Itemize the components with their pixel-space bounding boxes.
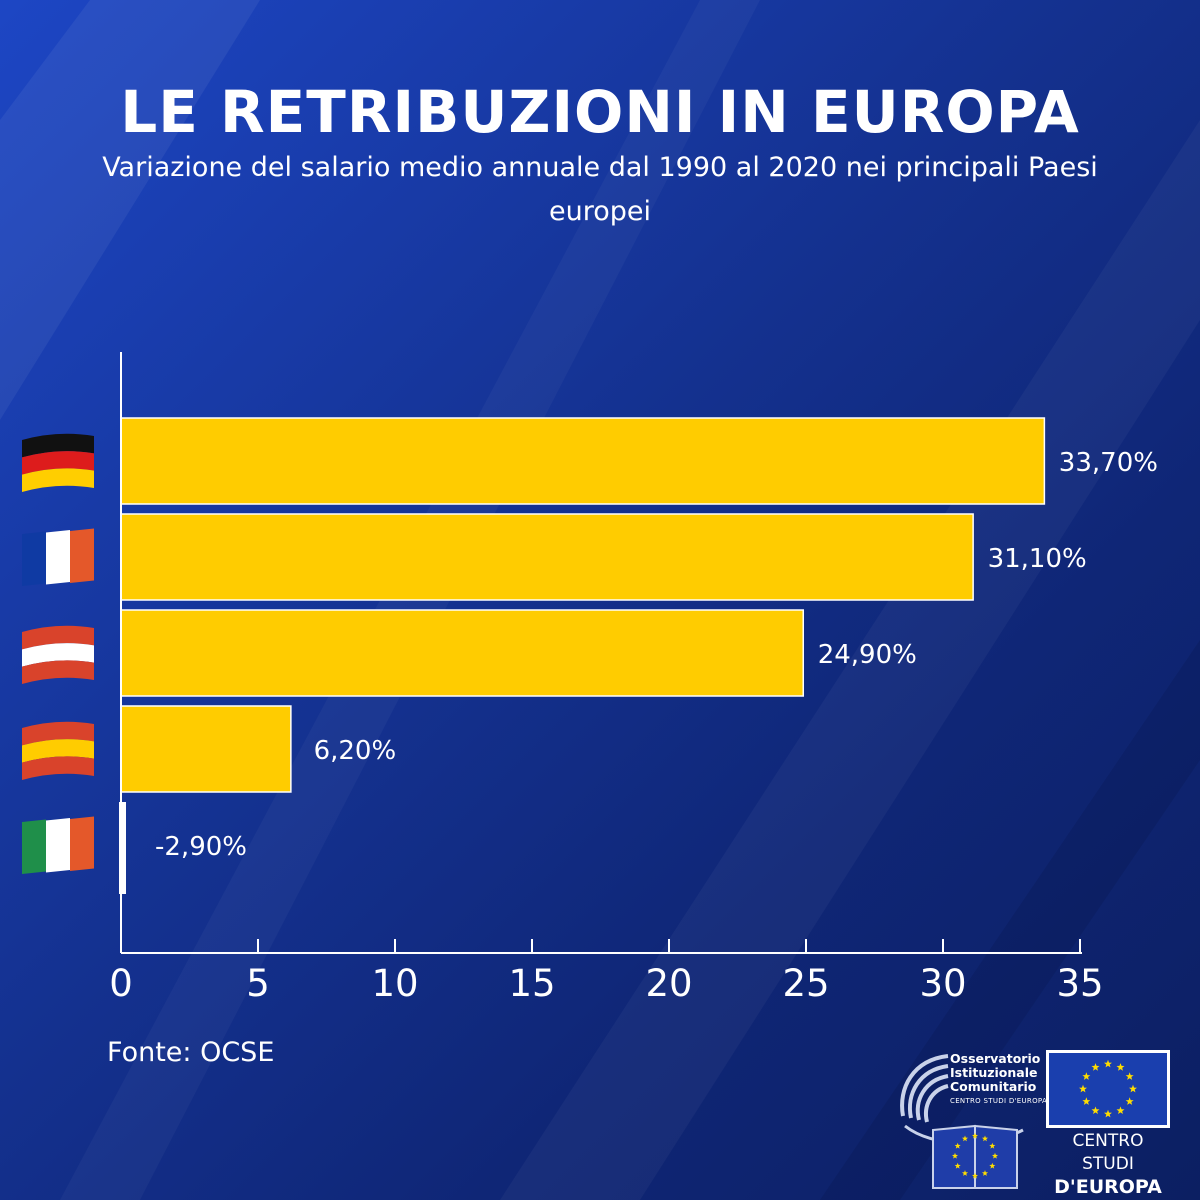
oic-subline: CENTRO STUDI D'EUROPA <box>950 1097 1048 1105</box>
value-label: 31,10% <box>988 544 1087 574</box>
flag-column <box>22 433 94 874</box>
eu-star <box>1116 1106 1125 1115</box>
csde-line-2: D'EUROPA <box>1054 1176 1162 1198</box>
eu-star <box>951 1152 959 1159</box>
source-note: Fonte: OCSE <box>107 1037 275 1068</box>
flag-stripe <box>70 528 94 583</box>
flag-stripe <box>22 433 94 458</box>
eu-star <box>981 1170 989 1176</box>
oic-logo-text: Osservatorio Istituzionale Comunitario C… <box>950 1052 1047 1108</box>
eu-star <box>961 1135 969 1142</box>
x-tick-label: 30 <box>919 962 966 1005</box>
flag-stripe <box>22 643 94 667</box>
value-labels-group: 33,70% 31,10% 24,90% 6,20% -2,90% <box>155 448 1158 862</box>
flag-germany-icon <box>22 433 94 492</box>
eu-stars-icon <box>951 1132 999 1179</box>
value-label: 6,20% <box>314 736 397 766</box>
eu-star <box>989 1162 996 1169</box>
flag-stripe <box>22 660 94 684</box>
eu-star <box>971 1132 979 1139</box>
oic-logo <box>900 1054 1024 1189</box>
csde-logo-text: CENTRO STUDI D'EUROPA <box>1046 1130 1170 1199</box>
value-label: 24,90% <box>818 640 917 670</box>
eu-star <box>981 1135 989 1142</box>
eu-star <box>991 1152 999 1159</box>
eu-star <box>1082 1072 1091 1080</box>
eu-star <box>954 1142 961 1149</box>
value-label: -2,90% <box>155 832 247 862</box>
flag-spain-icon <box>22 721 94 780</box>
eu-star <box>1125 1097 1134 1105</box>
eu-star <box>961 1170 969 1176</box>
flag-stripe <box>46 530 70 585</box>
bar-negative <box>119 802 126 894</box>
oic-line-1: Osservatorio <box>950 1051 1041 1066</box>
eu-star <box>1104 1109 1112 1118</box>
x-axis: 0 5 10 15 20 25 30 35 <box>109 352 1104 1005</box>
flag-austria-icon <box>22 625 94 684</box>
bar <box>120 705 292 793</box>
oic-line-2: Istituzionale <box>950 1065 1038 1080</box>
eu-star <box>1104 1059 1112 1068</box>
eu-star <box>971 1172 979 1179</box>
eu-star <box>954 1162 961 1169</box>
x-tick-label: 25 <box>782 962 829 1005</box>
eu-star <box>1082 1097 1091 1105</box>
x-tick-label: 35 <box>1056 962 1103 1005</box>
eu-star <box>1125 1072 1134 1080</box>
flag-stripe <box>22 819 46 874</box>
flag-stripe <box>22 721 94 746</box>
bar <box>120 609 805 697</box>
eu-star <box>1091 1063 1100 1071</box>
x-tick-label: 10 <box>371 962 418 1005</box>
x-tick-label: 0 <box>109 962 133 1005</box>
eu-star <box>1116 1063 1125 1071</box>
x-tick-label: 5 <box>246 962 270 1005</box>
page-title: LE RETRIBUZIONI IN EUROPA <box>120 78 1080 146</box>
flag-stripe <box>22 468 94 492</box>
value-label: 33,70% <box>1059 448 1158 478</box>
flag-stripe <box>70 816 94 871</box>
flag-stripe <box>22 625 94 650</box>
oic-line-3: Comunitario <box>950 1079 1037 1094</box>
flag-stripe <box>22 739 94 763</box>
flag-stripe <box>22 451 94 475</box>
x-tick-label: 20 <box>645 962 692 1005</box>
eu-star <box>1129 1084 1137 1093</box>
csde-line-1: CENTRO STUDI <box>1072 1131 1144 1174</box>
flag-france-icon <box>22 528 94 586</box>
page-subtitle: Variazione del salario medio annuale dal… <box>102 152 1098 227</box>
flag-stripe <box>22 756 94 780</box>
flag-stripe <box>22 531 46 586</box>
eu-stars-icon <box>1079 1059 1137 1118</box>
flag-italy-icon <box>22 816 94 874</box>
bar <box>120 513 974 601</box>
bars-group <box>119 417 1046 894</box>
eu-star <box>1091 1106 1100 1115</box>
eu-star <box>989 1142 996 1149</box>
eu-star <box>1079 1084 1087 1093</box>
eu-flag-logo <box>1046 1050 1170 1128</box>
bar <box>120 417 1046 505</box>
x-tick-label: 15 <box>508 962 555 1005</box>
flag-stripe <box>46 818 70 873</box>
